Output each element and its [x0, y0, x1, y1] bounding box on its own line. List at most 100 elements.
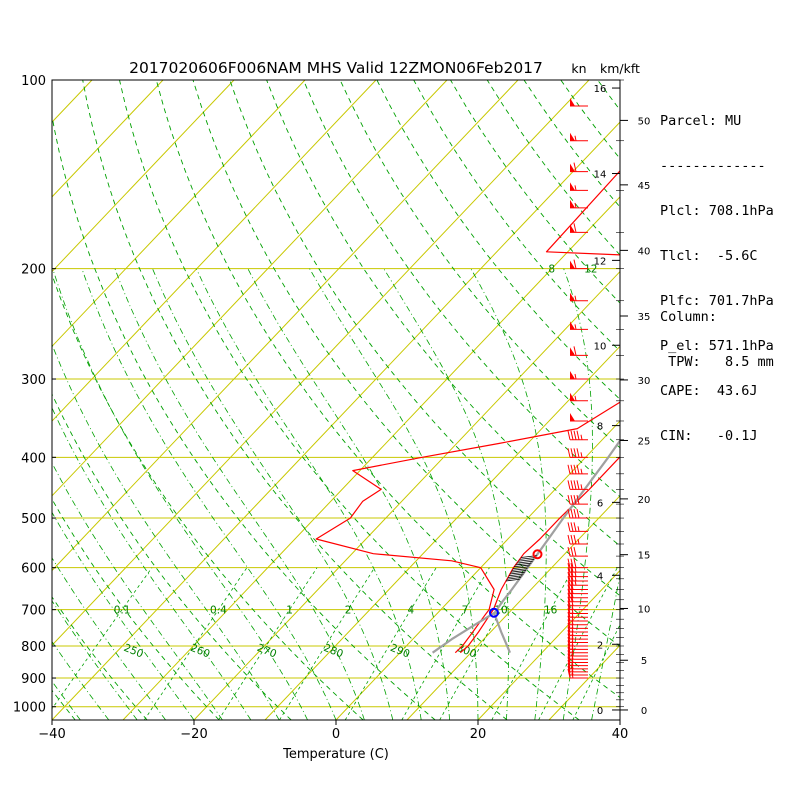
wind-barb-flag — [573, 430, 577, 440]
wind-barb-flag — [570, 464, 574, 474]
wind-barb-flag — [567, 563, 571, 573]
wind-barb — [570, 223, 588, 233]
pressure-tick-label: 700 — [21, 604, 46, 619]
wind-barb-half — [571, 640, 574, 647]
wind-barb — [567, 656, 588, 667]
dry-adiabat-line — [302, 80, 620, 498]
wind-barb-half — [574, 185, 577, 191]
wind-barb-flag — [567, 546, 571, 557]
km-tick-label: 2 — [597, 640, 603, 651]
isotherm-line — [52, 80, 519, 572]
km-tick-label: 0 — [597, 706, 603, 717]
moist-adiabat-line — [52, 462, 223, 720]
wind-barb-flag — [567, 571, 571, 582]
wind-barb-half — [574, 202, 577, 209]
el-marker — [532, 549, 543, 560]
pressure-tick-label: 100 — [21, 74, 46, 89]
wind-barb — [570, 132, 588, 142]
wind-barb-flag — [567, 608, 571, 618]
sounding-line-0 — [459, 455, 620, 654]
wind-barb — [567, 662, 588, 673]
wind-barb-pennant — [570, 321, 575, 330]
wind-barb — [567, 668, 588, 679]
wind-barb — [567, 534, 588, 545]
wind-barb-half — [571, 657, 574, 663]
dry-adiabat-line — [52, 689, 76, 720]
wind-barb — [567, 546, 588, 557]
km-tick-label: 8 — [597, 422, 603, 433]
cin-value: CIN: -0.1J — [660, 428, 758, 444]
pressure-tick-label: 300 — [21, 373, 46, 388]
dry-adiabat-line — [229, 80, 620, 597]
moist-adiabat-line — [309, 268, 479, 720]
wind-barb-half — [571, 672, 574, 679]
wind-barb — [567, 643, 588, 654]
wind-barb-flag — [567, 430, 571, 440]
km-tick-label: 10 — [594, 341, 607, 352]
wind-barb-flag — [567, 494, 571, 505]
pel-value: P_el: 571.1hPa — [660, 338, 774, 354]
wind-barb-pennant — [570, 132, 575, 141]
isotherm-line — [52, 80, 164, 198]
moist-adiabat-line — [470, 268, 547, 720]
mixing-ratio-label: 2 — [345, 605, 352, 617]
plot-frame — [51, 79, 621, 721]
x-tick-label: −20 — [180, 727, 207, 742]
wind-barb-flag — [567, 600, 571, 610]
wind-barb — [567, 626, 588, 637]
pressure-tick-label: 800 — [21, 640, 46, 655]
pressure-tick-label: 500 — [21, 512, 46, 527]
mixing-ratio-line — [491, 567, 574, 720]
wind-barb — [570, 97, 588, 107]
kn-units-label: kn — [571, 61, 586, 76]
wind-barb-flag — [570, 558, 574, 568]
isotherm-line — [52, 80, 377, 422]
wind-barb — [570, 259, 588, 270]
wind-barb-flag — [567, 622, 571, 633]
moist-adiabat-line — [52, 343, 280, 720]
dry-adiabat-line — [52, 114, 436, 720]
wind-barb — [567, 448, 588, 458]
wind-barb-flag — [573, 259, 577, 269]
cape-hatch — [518, 558, 535, 562]
moist-adiabat-line — [52, 511, 195, 720]
isotherm-line — [264, 345, 620, 720]
mixing-ratio-line — [401, 567, 490, 720]
wind-barb-flag — [567, 584, 571, 594]
cape-hatch — [519, 557, 536, 560]
cape-hatch — [507, 575, 523, 578]
sounding-line-2 — [431, 438, 620, 654]
parcel-info-box: Parcel: MU ------------- Plcl: 708.1hPa … — [660, 84, 774, 459]
dry-adiabat-line — [339, 80, 620, 449]
wind-barb-flag — [567, 522, 571, 532]
x-axis-label: Temperature (C) — [282, 747, 389, 762]
mixing-ratio-line — [572, 623, 620, 720]
x-tick-label: −40 — [38, 727, 65, 742]
wind-barb — [567, 619, 588, 629]
wind-barbs — [567, 97, 588, 679]
wind-barb-flag — [567, 659, 571, 669]
cape-hatch — [508, 573, 524, 577]
x-tick-label: 20 — [470, 727, 487, 742]
mixing-ratio-label: 0.4 — [210, 605, 227, 617]
wind-barb-half — [574, 395, 577, 401]
wind-barb-pennant — [570, 224, 575, 233]
upper-line-label: 16 — [637, 264, 651, 276]
wind-barb-flag — [567, 480, 571, 490]
cape-hatch — [510, 569, 527, 573]
plcl-value: Plcl: 708.1hPa — [660, 203, 774, 219]
wind-barb — [567, 633, 588, 644]
wind-barb-flag — [576, 480, 580, 490]
pressure-tick-label: 900 — [21, 672, 46, 687]
background-lines: 0.10.41247101681216202428322502602702802… — [52, 80, 651, 720]
wind-barb-flag — [567, 592, 571, 602]
km-tick-label: 16 — [594, 84, 607, 95]
x-tick-label: 0 — [332, 727, 340, 742]
kft-tick-label: 30 — [638, 376, 651, 387]
moist-adiabat-line — [114, 268, 365, 720]
wind-barb-half — [577, 538, 580, 545]
wind-barb-half — [571, 637, 574, 643]
dry-adiabat-line — [119, 80, 580, 720]
wind-barb — [570, 371, 588, 380]
parcel-divider: ------------- — [660, 158, 766, 174]
